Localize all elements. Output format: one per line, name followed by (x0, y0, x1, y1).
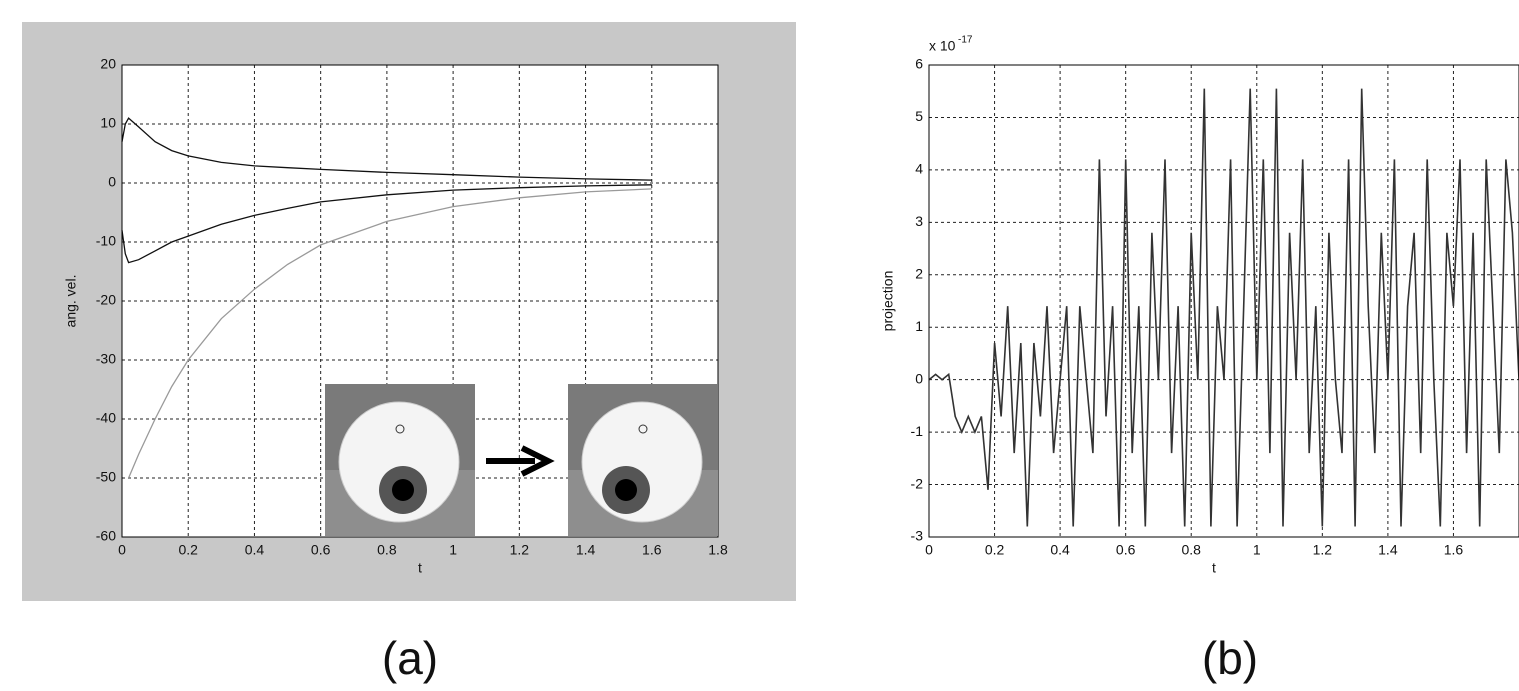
y-scale-base: x 10 (929, 38, 956, 54)
x-tick-label: 0.4 (245, 542, 265, 558)
y-tick-label: 5 (915, 108, 923, 124)
x-tick-label: 0.8 (1181, 542, 1201, 558)
x-tick-label: 1.4 (1378, 542, 1398, 558)
x-tick-label: 0 (925, 542, 933, 558)
axes-frame (121, 64, 719, 538)
y-tick-label: 2 (915, 265, 923, 281)
x-axis-label: t (1212, 560, 1216, 576)
x-tick-label: 0.6 (1116, 542, 1136, 558)
y-axis-label: projection (880, 271, 896, 332)
inset-image (568, 384, 718, 536)
arrow-head (520, 445, 555, 477)
x-tick-label: 1.2 (1313, 542, 1333, 558)
y-tick-label: 3 (915, 213, 923, 229)
y-tick-label: -30 (96, 351, 116, 367)
x-tick-label: 0 (118, 542, 126, 558)
y-tick-label: -1 (911, 423, 924, 439)
y-scale-exponent: -17 (958, 35, 973, 46)
x-tick-label: 1.6 (642, 542, 662, 558)
y-tick-label: 6 (915, 56, 923, 72)
x-tick-label: 0.6 (311, 542, 331, 558)
data-line (121, 117, 652, 181)
x-tick-label: 0.2 (985, 542, 1005, 558)
y-tick-label: -40 (96, 410, 116, 426)
caption: (a) (382, 632, 438, 684)
eyeball (338, 401, 460, 523)
y-tick-label: -2 (911, 475, 924, 491)
y-tick-label: 20 (100, 56, 116, 72)
y-tick-label: -10 (96, 233, 116, 249)
y-tick-label: -3 (911, 528, 924, 544)
x-tick-label: 1.8 (708, 542, 728, 558)
x-tick-label: 1.2 (510, 542, 530, 558)
axes-frame (928, 64, 1519, 538)
data-line (928, 88, 1519, 527)
y-tick-label: -20 (96, 292, 116, 308)
y-tick-label: 1 (915, 318, 923, 334)
x-tick-label: 0.4 (1050, 542, 1070, 558)
x-tick-label: 0.8 (377, 542, 397, 558)
marker (395, 424, 405, 434)
data-line (121, 184, 652, 264)
x-tick-label: 1.6 (1444, 542, 1464, 558)
marker (638, 424, 648, 434)
inset-image (325, 384, 475, 536)
plot-area (929, 65, 1519, 537)
x-tick-label: 1 (1253, 542, 1261, 558)
y-tick-label: 4 (915, 161, 923, 177)
pupil (392, 479, 414, 501)
data-line (128, 188, 652, 479)
y-tick-label: 0 (108, 174, 116, 190)
x-tick-label: 1.4 (576, 542, 596, 558)
y-tick-label: -60 (96, 528, 116, 544)
y-tick-label: 0 (915, 370, 923, 386)
y-tick-label: 10 (100, 115, 116, 131)
y-tick-label: -50 (96, 469, 116, 485)
x-tick-label: 0.2 (178, 542, 198, 558)
caption: (b) (1202, 632, 1258, 684)
y-axis-label: ang. vel. (63, 275, 79, 328)
pupil (615, 479, 637, 501)
x-axis-label: t (418, 560, 422, 576)
x-tick-label: 1 (449, 542, 457, 558)
